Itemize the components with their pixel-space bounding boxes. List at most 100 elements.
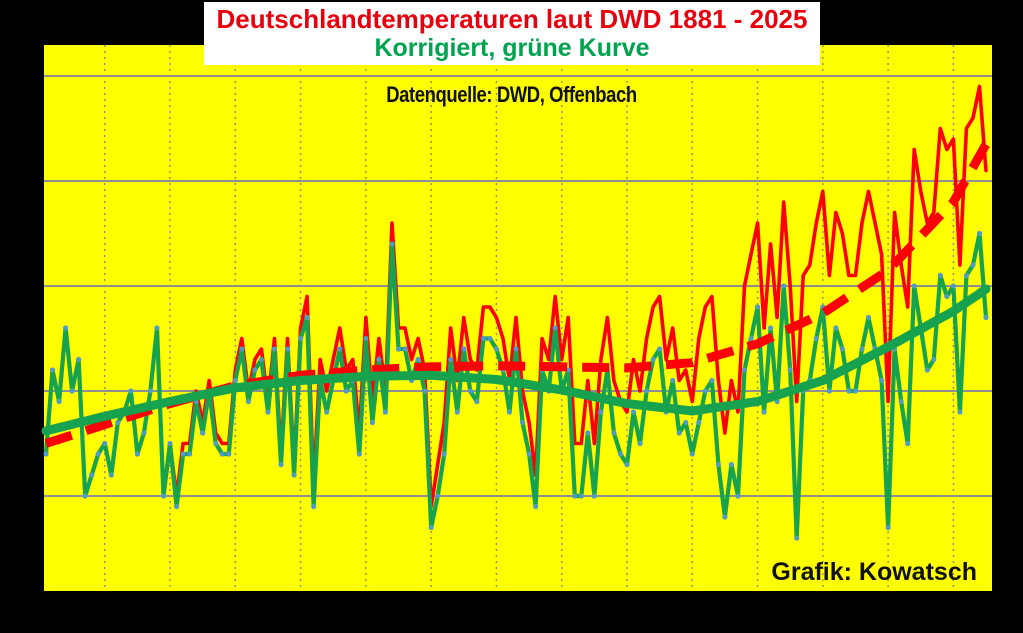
green-series-marker [102, 440, 108, 447]
green-series-marker [180, 451, 186, 457]
green-series-marker [291, 472, 297, 478]
green-series-marker [519, 419, 526, 426]
green-series-marker [428, 524, 434, 531]
plot-area [44, 45, 992, 592]
green-series-marker [670, 377, 676, 384]
green-series-marker [650, 356, 656, 363]
green-series-marker [643, 388, 650, 394]
green-series-marker [859, 346, 865, 352]
green-series-marker [598, 409, 604, 415]
green-series-marker [728, 461, 735, 468]
green-series-marker [683, 419, 689, 426]
green-series-marker [213, 440, 219, 447]
green-series-marker [187, 451, 193, 457]
chart-title: Deutschlandtemperaturen laut DWD 1881 - … [216, 3, 808, 34]
green-series-marker [657, 346, 663, 352]
green-series-marker [278, 461, 284, 468]
green-series-marker [735, 493, 741, 499]
green-series-marker [363, 335, 369, 342]
green-series-marker [957, 409, 963, 415]
green-series-marker [95, 451, 101, 457]
green-trend-line [41, 284, 991, 436]
green-series-marker [226, 451, 232, 457]
green-series-marker [781, 283, 787, 289]
green-series-marker [304, 314, 310, 321]
green-series-marker [963, 272, 970, 279]
green-series-marker [76, 356, 82, 363]
green-series-marker [813, 335, 819, 342]
green-series-marker [833, 325, 839, 331]
green-series-marker [826, 388, 832, 394]
green-series-marker [572, 493, 578, 499]
green-series-marker [474, 398, 480, 405]
green-series-marker [395, 346, 402, 352]
green-series-marker [533, 503, 539, 510]
green-series-marker [617, 451, 624, 457]
green-series-marker [493, 346, 500, 352]
green-series-marker [487, 335, 493, 342]
green-series-marker [911, 283, 917, 289]
green-series-marker [454, 409, 460, 415]
green-series-marker [865, 314, 872, 321]
green-series-marker [219, 451, 225, 457]
green-series-marker [154, 325, 160, 331]
green-series-marker [741, 367, 748, 373]
green-series-marker [839, 346, 846, 352]
green-series-marker [89, 472, 95, 478]
green-series-marker [878, 377, 885, 384]
green-series-marker [709, 377, 715, 384]
green-series-marker [787, 367, 793, 373]
green-series-marker [271, 346, 278, 352]
green-series-marker [748, 335, 754, 342]
credit-label: Grafik: Kowatsch [771, 558, 977, 586]
green-series-marker [232, 377, 238, 384]
green-series-marker [852, 388, 859, 394]
green-series-marker [944, 293, 950, 300]
green-series-marker [337, 346, 343, 352]
green-series-marker [696, 419, 702, 426]
green-series-marker [794, 535, 800, 541]
green-series-marker [630, 409, 637, 415]
green-series-marker [905, 440, 911, 447]
green-series-marker [624, 461, 630, 468]
green-series-marker [506, 409, 513, 415]
green-series-marker [49, 367, 56, 373]
green-series-marker [898, 398, 904, 405]
green-series-marker [141, 430, 147, 436]
green-series-marker [715, 461, 721, 468]
green-series-marker [435, 493, 441, 499]
green-series-marker [722, 514, 728, 520]
green-series-marker [160, 493, 167, 499]
green-series-marker [924, 367, 930, 373]
green-series-marker [585, 430, 591, 436]
green-series-marker [637, 440, 643, 447]
chart-subtitle: Korrigiert, grüne Kurve [374, 34, 650, 63]
green-series-marker [768, 325, 774, 331]
green-series-marker [252, 367, 258, 373]
green-series-marker [356, 451, 362, 457]
data-source-note: Datenquelle: DWD, Offenbach [386, 82, 637, 107]
green-series-marker [950, 283, 956, 289]
green-series-marker [402, 346, 408, 352]
green-series-marker [200, 430, 206, 436]
green-series-marker [611, 430, 617, 436]
green-series-marker [56, 398, 62, 405]
green-series-marker [689, 451, 695, 457]
green-series-marker [297, 335, 304, 342]
green-series-marker [480, 335, 486, 342]
green-series-marker [754, 304, 761, 310]
red-trend-dashed-line [44, 142, 990, 448]
green-series-marker [578, 493, 584, 499]
green-series-marker [761, 409, 767, 415]
green-series-marker [376, 356, 382, 363]
green-series-marker [448, 356, 454, 363]
green-series-marker [239, 346, 245, 352]
green-series-marker [461, 346, 467, 352]
green-series-marker [258, 356, 265, 363]
green-series-marker [467, 388, 473, 394]
green-series-marker [82, 493, 88, 499]
green-series-marker [970, 262, 976, 268]
green-series-marker [134, 451, 140, 457]
